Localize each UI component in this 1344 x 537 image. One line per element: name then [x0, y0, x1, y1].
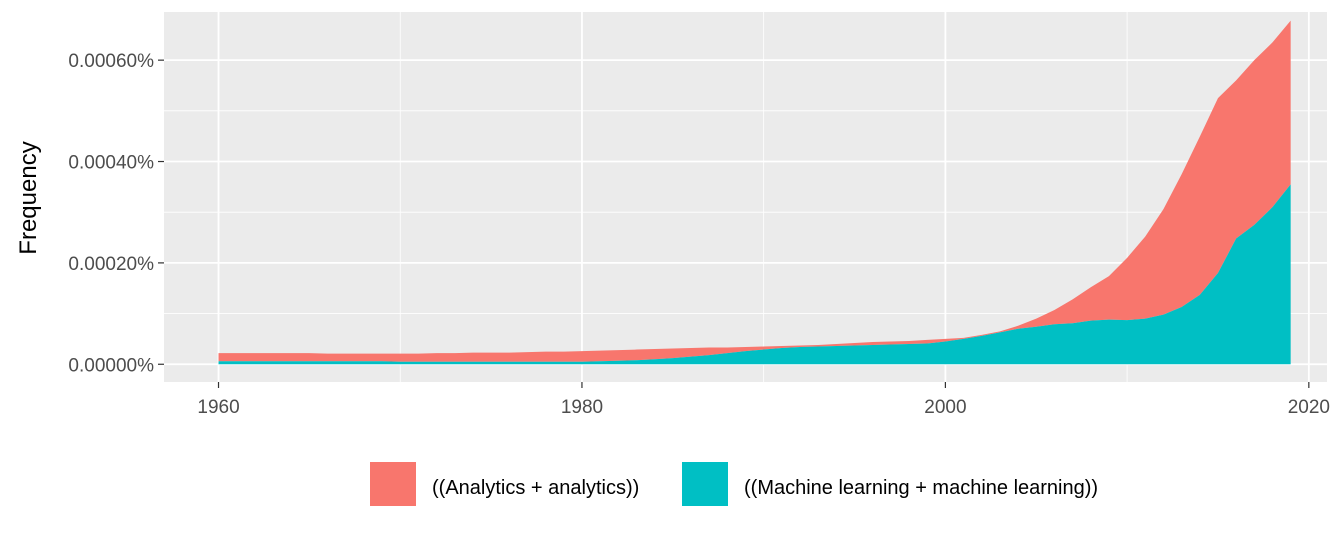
- y-axis: 0.00000% 0.00020% 0.00040% 0.00060%: [68, 51, 164, 376]
- minor-grid: [164, 12, 1327, 382]
- legend-label-machine-learning: ((Machine learning + machine learning)): [744, 477, 1098, 499]
- y-tick-label: 0.00020%: [68, 254, 154, 275]
- legend-key-analytics: [370, 462, 416, 506]
- x-tick-label: 1960: [197, 397, 239, 418]
- y-axis-title: Frequency: [15, 141, 42, 254]
- legend-key-machine-learning: [682, 462, 728, 506]
- x-tick-label: 1980: [561, 397, 603, 418]
- legend: ((Analytics + analytics)) ((Machine lear…: [370, 462, 1098, 506]
- x-axis: 1960 1980 2000 2020: [197, 382, 1330, 418]
- y-tick-label: 0.00040%: [68, 153, 154, 174]
- x-tick-label: 2020: [1288, 397, 1330, 418]
- legend-label-analytics: ((Analytics + analytics)): [432, 477, 639, 499]
- x-tick-label: 2000: [924, 397, 966, 418]
- y-tick-label: 0.00060%: [68, 51, 154, 72]
- area-series: [218, 20, 1291, 365]
- area-machine-learning: [218, 184, 1291, 365]
- y-tick-label: 0.00000%: [68, 355, 154, 376]
